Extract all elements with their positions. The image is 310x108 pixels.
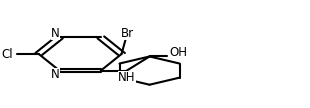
Text: Cl: Cl — [2, 48, 13, 60]
Text: NH: NH — [118, 71, 135, 84]
Text: N: N — [51, 68, 60, 81]
Text: OH: OH — [170, 46, 188, 59]
Text: Br: Br — [120, 27, 134, 40]
Text: N: N — [51, 27, 60, 40]
